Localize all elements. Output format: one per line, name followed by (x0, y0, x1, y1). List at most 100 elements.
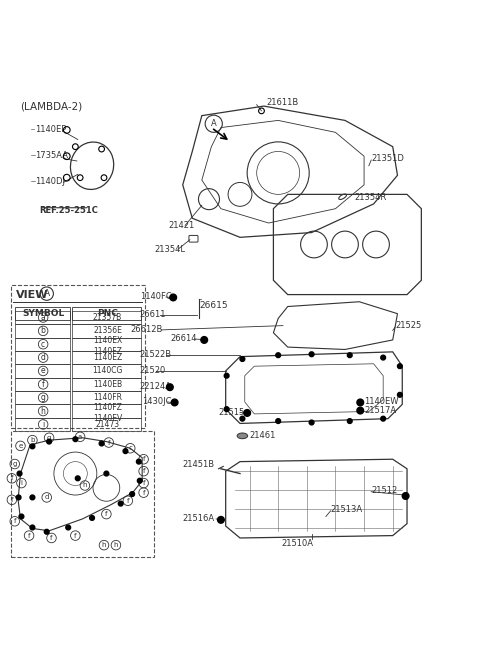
Bar (15, 378, 70, 391)
Circle shape (309, 352, 314, 357)
Circle shape (130, 492, 134, 497)
Text: 21354L: 21354L (154, 245, 185, 254)
Text: 21351D: 21351D (371, 154, 404, 163)
Circle shape (30, 444, 35, 449)
Text: 21513A: 21513A (331, 505, 363, 514)
Circle shape (224, 373, 229, 378)
Bar (15, 364, 70, 378)
Text: f: f (108, 440, 110, 445)
Circle shape (381, 417, 385, 421)
Text: 1140EB: 1140EB (93, 380, 122, 389)
Text: REF.25-251C: REF.25-251C (39, 206, 98, 215)
Circle shape (167, 384, 173, 390)
Text: f: f (74, 533, 77, 539)
Text: f: f (143, 468, 145, 474)
Text: g: g (47, 435, 51, 441)
Bar (72, 418, 141, 431)
Circle shape (47, 440, 51, 444)
Text: h: h (83, 482, 87, 489)
Text: 26615: 26615 (199, 300, 228, 310)
Text: e: e (41, 367, 46, 375)
Text: 21512: 21512 (371, 485, 397, 495)
Text: h: h (114, 542, 118, 548)
Text: i: i (21, 480, 23, 486)
Text: 1140CG: 1140CG (92, 367, 123, 375)
Circle shape (357, 399, 364, 406)
Circle shape (240, 417, 245, 421)
Circle shape (137, 478, 142, 483)
Bar (15, 338, 70, 351)
Text: f: f (50, 535, 53, 541)
Circle shape (217, 516, 224, 523)
Text: 1140DJ: 1140DJ (35, 176, 65, 186)
Text: g: g (41, 393, 46, 402)
Circle shape (73, 437, 78, 441)
Text: f: f (42, 380, 45, 389)
Bar (72, 404, 141, 418)
Text: 21354R: 21354R (355, 194, 387, 202)
Circle shape (397, 392, 402, 397)
Text: f: f (105, 511, 108, 517)
Circle shape (381, 355, 385, 360)
Circle shape (44, 529, 49, 534)
Circle shape (397, 364, 402, 369)
Bar (15, 311, 70, 324)
Text: 21473: 21473 (96, 420, 120, 429)
Bar (15, 418, 70, 431)
Text: 21520: 21520 (140, 367, 166, 375)
Text: 21451B: 21451B (183, 459, 215, 468)
Bar (15, 391, 70, 404)
Text: VIEW: VIEW (16, 290, 48, 300)
Text: 21522B: 21522B (140, 350, 172, 359)
Text: a: a (41, 313, 46, 322)
Text: h: h (102, 542, 106, 548)
Circle shape (104, 471, 109, 476)
Text: 1140EP: 1140EP (35, 125, 66, 134)
Circle shape (244, 409, 251, 417)
Bar (72, 391, 141, 404)
Text: f: f (127, 498, 129, 504)
Circle shape (66, 525, 71, 530)
Text: 21516A: 21516A (183, 514, 215, 523)
Text: SYMBOL: SYMBOL (22, 309, 64, 318)
Text: c: c (128, 445, 132, 451)
Text: 1140EX
1140FZ: 1140EX 1140FZ (93, 337, 122, 356)
Bar (72, 307, 141, 320)
Circle shape (348, 419, 352, 423)
Text: 26611: 26611 (140, 310, 166, 319)
Text: 26614: 26614 (171, 335, 197, 344)
Circle shape (276, 419, 281, 423)
Bar (72, 364, 141, 378)
Circle shape (30, 495, 35, 500)
Text: 22124A: 22124A (140, 382, 172, 391)
Text: f: f (11, 497, 13, 502)
Text: 1140FC: 1140FC (140, 293, 171, 302)
Text: A: A (211, 119, 216, 129)
Circle shape (136, 459, 141, 464)
Circle shape (123, 449, 128, 453)
Text: 21357B: 21357B (93, 313, 122, 322)
Text: b: b (41, 327, 46, 335)
Text: 21356E: 21356E (93, 327, 122, 335)
Text: 1140FR: 1140FR (93, 393, 122, 402)
Text: i: i (42, 420, 44, 429)
Circle shape (276, 353, 281, 358)
Circle shape (309, 420, 314, 425)
Text: d: d (41, 353, 46, 362)
Text: 1140EW: 1140EW (364, 398, 398, 407)
Bar (72, 324, 141, 338)
Bar (72, 351, 141, 364)
Text: c: c (41, 340, 45, 349)
Bar (72, 378, 141, 391)
Text: 21611B: 21611B (266, 98, 299, 107)
Ellipse shape (237, 433, 248, 439)
Text: 21421: 21421 (168, 221, 195, 230)
Text: 21515: 21515 (218, 408, 245, 417)
Circle shape (99, 441, 104, 446)
Circle shape (19, 514, 24, 519)
Text: 1140FZ
1140EV: 1140FZ 1140EV (93, 403, 122, 422)
Circle shape (357, 407, 364, 414)
Text: f: f (28, 533, 30, 539)
Text: e: e (18, 443, 23, 449)
Text: 21517A: 21517A (364, 405, 396, 415)
